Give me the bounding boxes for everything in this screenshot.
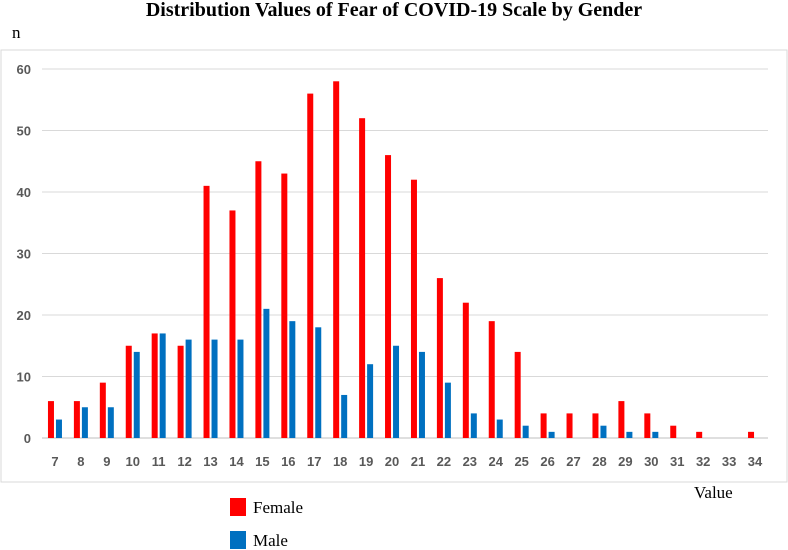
x-tick-label: 23 [463,454,477,469]
y-axis-label: n [12,23,21,42]
bar-female-22 [436,278,443,438]
x-tick-label: 22 [437,454,451,469]
bar-female-24 [488,321,495,438]
bar-female-15 [255,161,262,438]
y-tick-label: 0 [24,431,31,446]
x-tick-label: 12 [177,454,191,469]
x-tick-label: 19 [359,454,373,469]
gridlines [42,68,768,439]
y-tick-label: 40 [17,185,31,200]
bar-female-28 [592,413,599,438]
bar-female-14 [229,210,236,438]
y-tick-label: 60 [17,62,31,77]
bar-male-10 [133,351,140,438]
x-tick-label: 29 [618,454,632,469]
chart-title: Distribution Values of Fear of COVID-19 … [146,0,642,21]
x-tick-label: 30 [644,454,658,469]
bar-female-27 [566,413,573,438]
bar-male-9 [107,407,114,438]
bar-female-21 [410,179,417,438]
bar-male-17 [315,327,322,438]
x-tick-label: 25 [514,454,528,469]
bar-male-8 [81,407,88,438]
legend-label-female: Female [253,498,303,517]
bar-female-10 [125,345,132,438]
x-tick-label: 16 [281,454,295,469]
legend-swatch-male [230,531,246,549]
bar-male-28 [600,425,607,438]
x-tick-label: 34 [748,454,763,469]
bar-female-34 [748,431,755,438]
x-tick-label: 33 [722,454,736,469]
bar-male-16 [289,321,296,438]
bar-female-9 [99,382,106,438]
bar-male-19 [367,364,374,438]
x-tick-label: 10 [126,454,140,469]
y-tick-label: 10 [17,370,31,385]
legend: Female Male [230,498,303,550]
bar-male-21 [418,351,425,438]
x-tick-labels: 7 8 9 10 11 12 13 14 15 16 17 18 19 20 21 22 23 24 25 26 27 2… [51,454,763,469]
bar-female-19 [359,118,366,438]
x-tick-label: 20 [385,454,399,469]
bar-male-15 [263,308,270,438]
plot-border [0,49,788,483]
bar-female-13 [203,185,210,438]
x-tick-label: 26 [540,454,554,469]
bar-female-8 [73,401,80,438]
bar-female-25 [514,351,521,438]
bar-female-31 [670,425,677,438]
bar-male-11 [159,333,166,438]
bar-female-29 [618,401,625,438]
bar-male-13 [211,339,218,438]
x-tick-label: 24 [489,454,504,469]
x-tick-label: 27 [566,454,580,469]
x-tick-label: 8 [77,454,84,469]
x-axis-label: Value [694,483,733,502]
x-tick-label: 9 [103,454,110,469]
bar-male-26 [548,431,555,438]
bar-male-24 [496,419,503,438]
bar-male-7 [55,419,62,438]
bar-male-12 [185,339,192,438]
bar-female-30 [644,413,651,438]
bar-female-20 [385,155,392,438]
x-tick-label: 15 [255,454,269,469]
bar-female-18 [333,81,340,439]
x-tick-label: 28 [592,454,606,469]
x-tick-label: 7 [51,454,58,469]
bar-female-23 [462,302,469,438]
x-tick-label: 32 [696,454,710,469]
bars [47,81,755,439]
x-tick-label: 13 [203,454,217,469]
bar-female-17 [307,93,314,438]
bar-male-30 [652,431,659,438]
legend-label-male: Male [253,531,288,550]
bar-female-26 [540,413,547,438]
y-tick-label: 50 [17,124,31,139]
x-tick-label: 18 [333,454,347,469]
bar-female-12 [177,345,184,438]
x-tick-label: 21 [411,454,425,469]
bar-female-16 [281,173,288,439]
bar-male-14 [237,339,244,438]
bar-male-23 [470,413,477,438]
bar-female-32 [696,431,703,438]
x-tick-label: 31 [670,454,684,469]
y-tick-label: 30 [17,247,31,262]
x-tick-label: 11 [152,454,166,469]
legend-swatch-female [230,498,246,516]
bar-male-18 [341,394,348,438]
y-tick-label: 20 [17,308,31,323]
y-tick-labels: 0 10 20 30 40 50 60 [17,62,31,446]
bar-male-22 [444,382,451,438]
bar-female-7 [47,401,54,438]
bar-male-20 [393,345,400,438]
bar-male-25 [522,425,529,438]
bar-male-29 [626,431,633,438]
x-tick-label: 17 [307,454,321,469]
bar-female-11 [151,333,158,438]
x-tick-label: 14 [229,454,244,469]
